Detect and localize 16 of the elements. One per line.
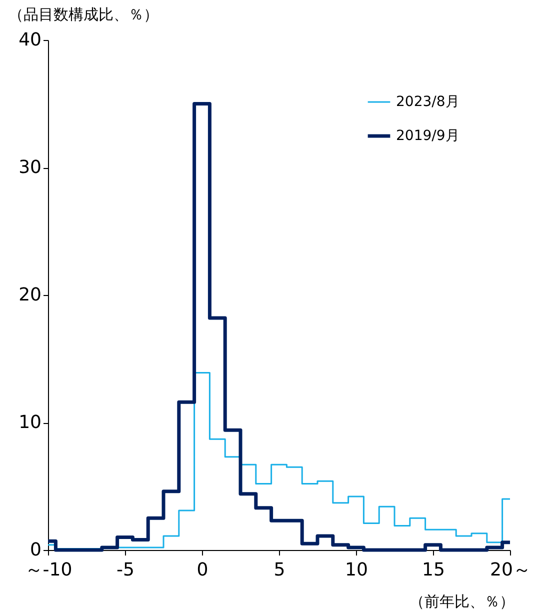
legend-label: 2023/8月 [396, 94, 460, 110]
x-tick-label: 0 [196, 560, 208, 580]
x-tick-label: -5 [116, 560, 134, 580]
x-tick-label: 5 [274, 560, 286, 580]
x-tick-label: 15 [422, 560, 445, 580]
y-tick-label: 10 [18, 412, 42, 433]
y-axis-title: （品目数構成比、％） [8, 6, 158, 24]
x-tick-label: 20～ [490, 560, 531, 580]
y-tick-label: 40 [18, 30, 42, 50]
legend-label: 2019/9月 [396, 128, 460, 144]
y-tick-label: 20 [18, 284, 42, 306]
x-tick-label: 10 [345, 560, 368, 580]
y-tick-label: 30 [18, 157, 42, 178]
x-tick-label: ～-10 [24, 560, 72, 580]
x-axis-title: （前年比、％） [410, 592, 514, 610]
y-tick-label: 0 [30, 540, 42, 560]
